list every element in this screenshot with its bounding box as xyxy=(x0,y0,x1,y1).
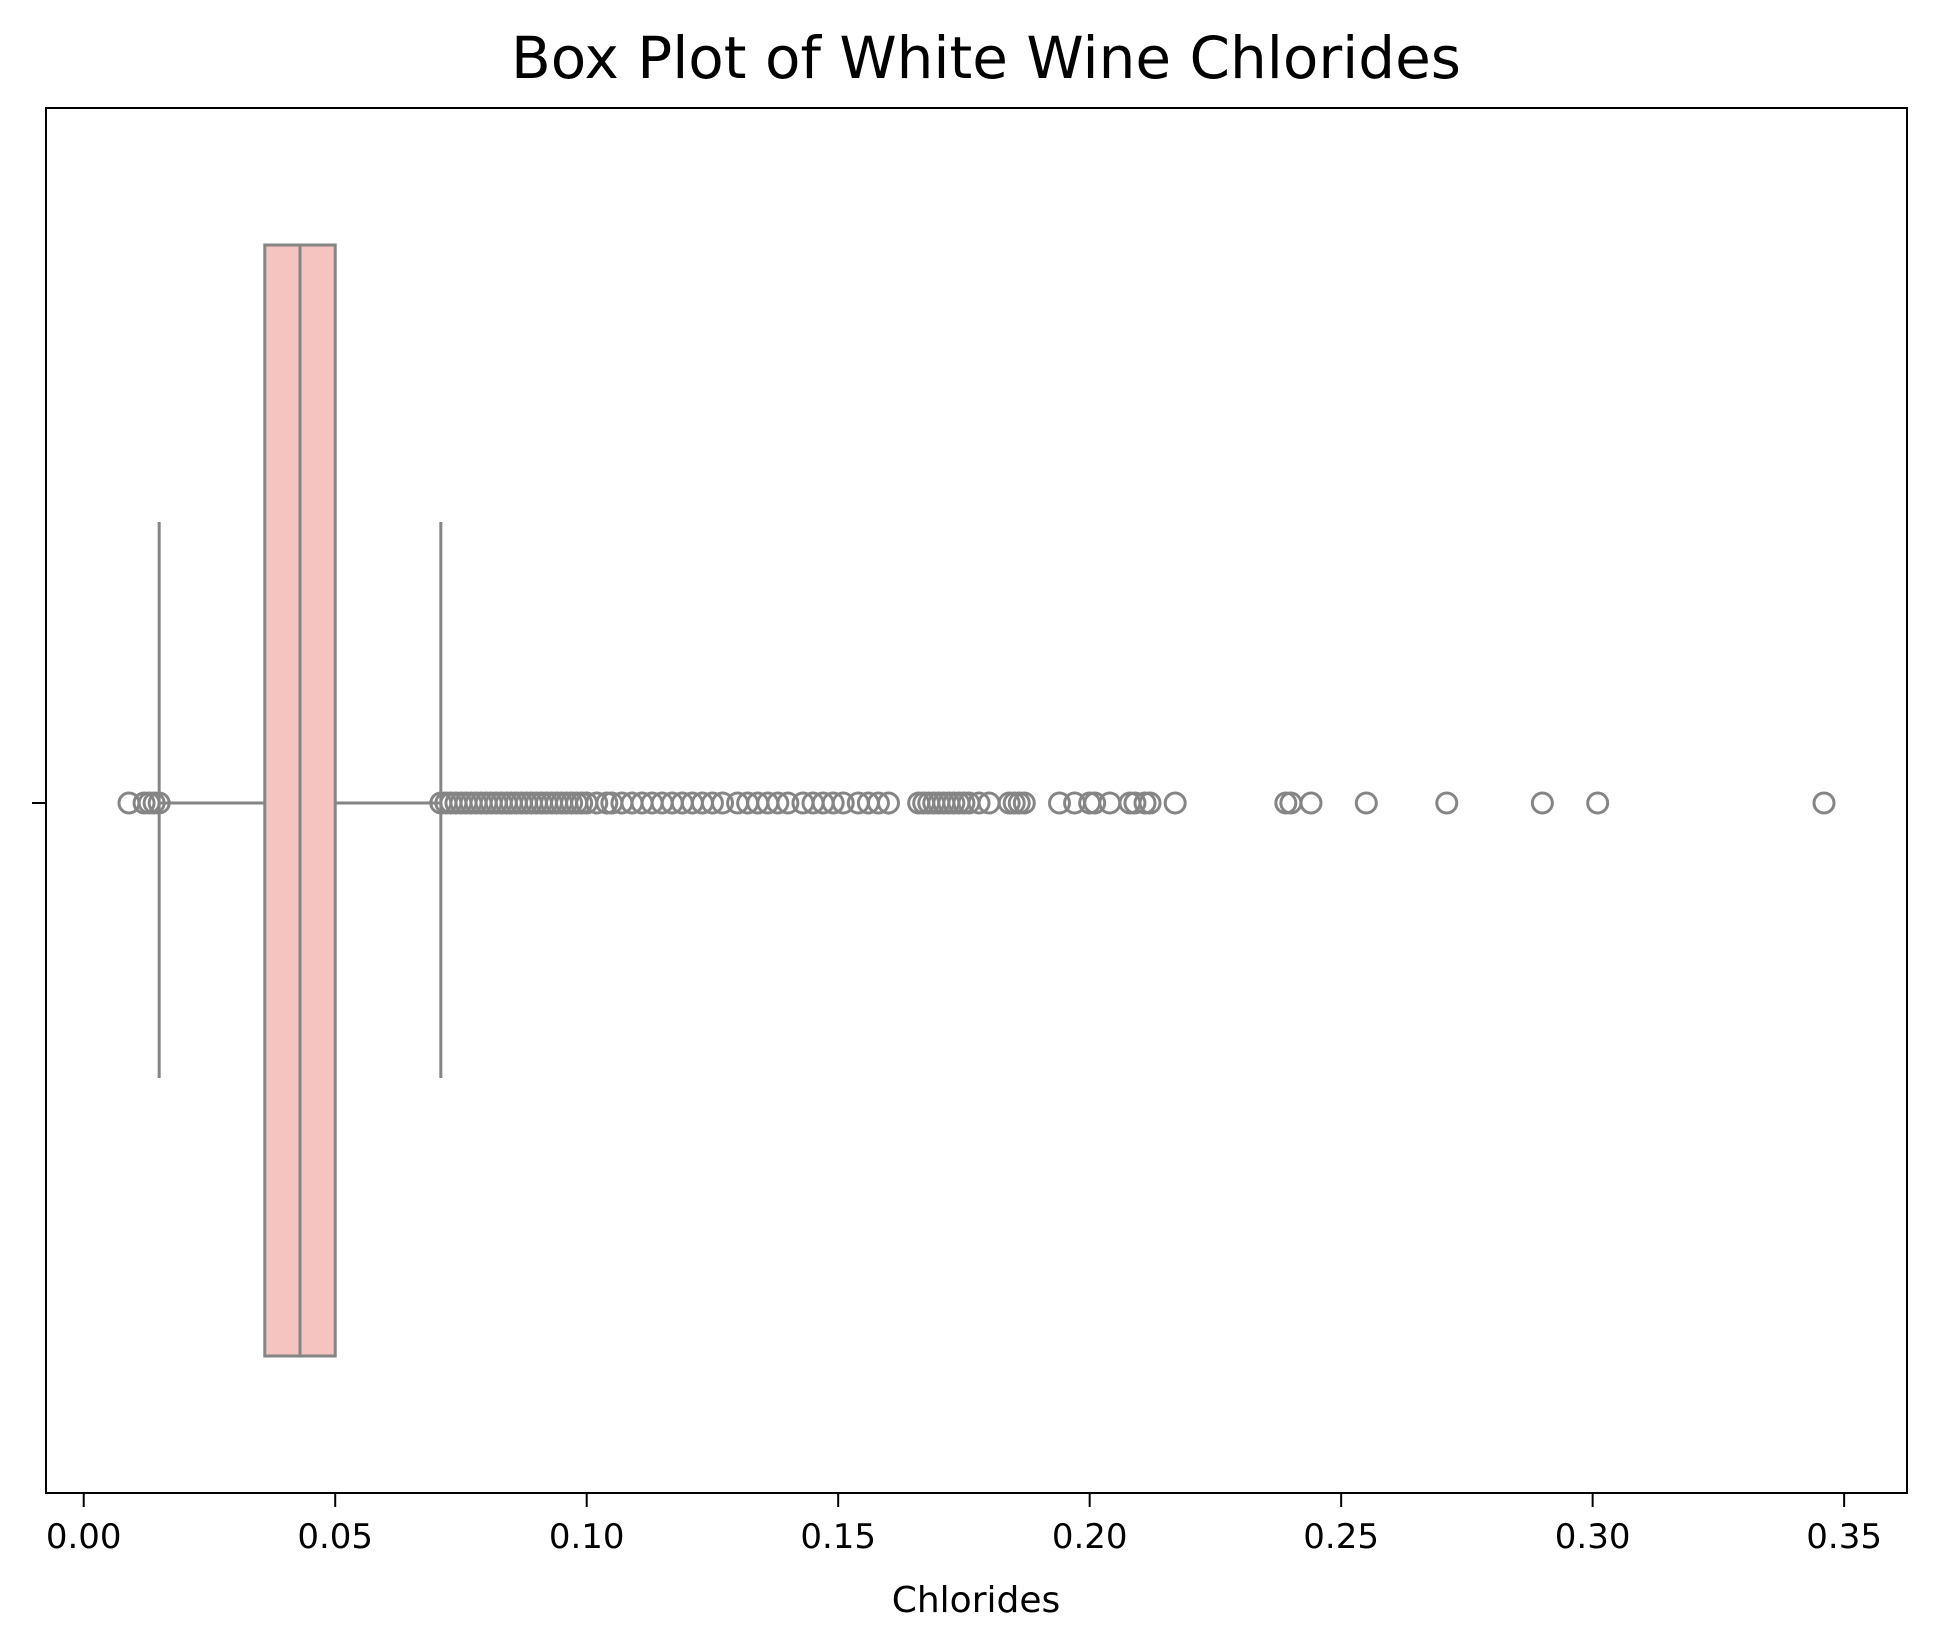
outlier-point xyxy=(1138,791,1162,815)
outlier-point xyxy=(710,791,734,815)
outlier-point xyxy=(700,791,724,815)
outlier-point xyxy=(1530,791,1554,815)
x-tick-label: 0.25 xyxy=(1303,1517,1379,1557)
x-tick-label: 0.00 xyxy=(46,1517,122,1557)
outlier-point xyxy=(1299,791,1323,815)
outlier-point xyxy=(585,791,609,815)
x-tick-label: 0.30 xyxy=(1555,1517,1631,1557)
chart-title: Box Plot of White Wine Chlorides xyxy=(511,24,1461,92)
outlier-point xyxy=(1354,791,1378,815)
plot-area xyxy=(117,243,1836,1358)
x-tick-label: 0.05 xyxy=(297,1517,373,1557)
outlier-point xyxy=(967,791,991,815)
x-tick-label: 0.15 xyxy=(800,1517,876,1557)
outlier-point xyxy=(1083,791,1107,815)
outlier-point xyxy=(831,791,855,815)
outlier-point xyxy=(1123,791,1147,815)
outlier-point xyxy=(1047,791,1071,815)
x-axis-label: Chlorides xyxy=(892,1580,1061,1621)
outlier-point xyxy=(876,791,900,815)
x-tick-label: 0.10 xyxy=(549,1517,625,1557)
outlier-point xyxy=(1435,791,1459,815)
outlier-point xyxy=(766,791,790,815)
outlier-point xyxy=(866,791,890,815)
x-tick-label: 0.20 xyxy=(1052,1517,1128,1557)
outlier-point xyxy=(821,791,845,815)
axes-frame xyxy=(45,107,1908,1494)
x-axis: 0.00 0.05 0.10 0.15 0.20 0.25 0.30 0.35 xyxy=(46,1493,1882,1557)
outlier-point xyxy=(776,791,800,815)
outlier-point xyxy=(1812,791,1836,815)
outlier-point xyxy=(1163,791,1187,815)
outlier-point xyxy=(1012,791,1036,815)
outlier-point xyxy=(1586,791,1610,815)
x-tick-label: 0.35 xyxy=(1806,1517,1882,1557)
outlier-point xyxy=(147,791,171,815)
